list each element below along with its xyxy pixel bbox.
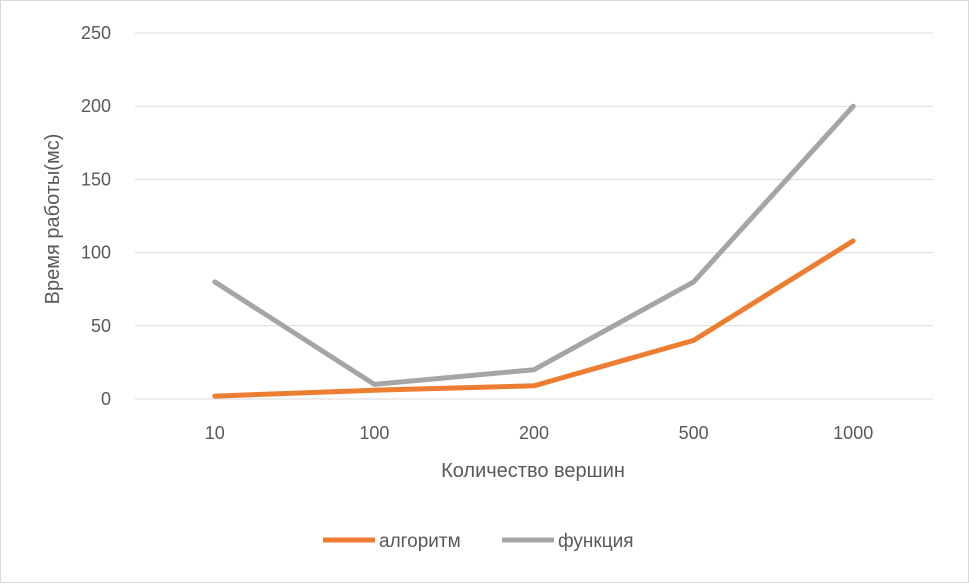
grid-lines — [135, 32, 933, 400]
y-tick-label: 250 — [81, 23, 111, 43]
x-tick-label: 100 — [359, 423, 389, 443]
y-axis-title: Время работы(мс) — [42, 134, 64, 305]
x-tick-label: 200 — [519, 423, 549, 443]
series-line-0 — [212, 238, 856, 399]
y-tick-label: 200 — [81, 96, 111, 116]
x-tick-label: 1000 — [833, 423, 873, 443]
legend-label-0: алгоритм — [379, 531, 461, 552]
y-tick-label: 150 — [81, 169, 111, 189]
series-line-1 — [212, 103, 856, 387]
x-tick-label: 500 — [679, 423, 709, 443]
y-axis-tick-labels: 0 50 100 150 200 250 — [81, 23, 111, 409]
x-tick-label: 10 — [205, 423, 225, 443]
x-axis-tick-labels: 10 100 200 500 1000 — [205, 423, 873, 443]
y-tick-label: 100 — [81, 243, 111, 263]
series-lines — [212, 103, 856, 399]
legend-label-1: функция — [558, 531, 634, 552]
x-axis-title: Количество вершин — [441, 460, 625, 482]
legend: алгоритм функция — [323, 531, 634, 552]
y-tick-label: 0 — [101, 389, 111, 409]
y-tick-label: 50 — [91, 316, 111, 336]
